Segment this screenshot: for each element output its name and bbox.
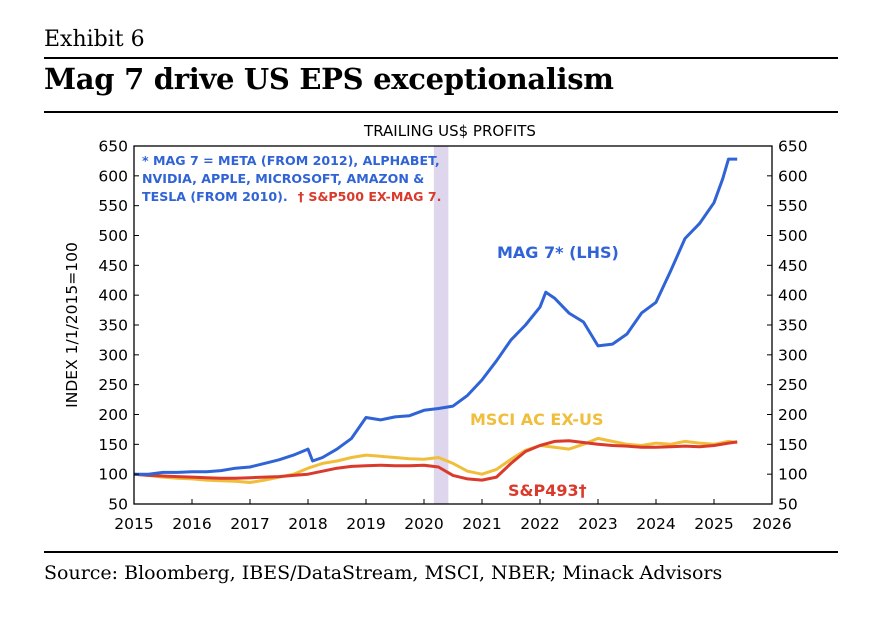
chart-title: TRAILING US$ PROFITS [363, 122, 536, 140]
y-tick-label-left: 450 [98, 257, 128, 275]
y-tick-label-right: 500 [778, 227, 808, 245]
exhibit-label: Exhibit 6 [44, 27, 145, 52]
y-tick-label-right: 350 [778, 317, 808, 335]
y-tick-label-left: 100 [98, 466, 128, 484]
y-tick-label-right: 550 [778, 197, 808, 215]
y-tick-label-left: 300 [98, 346, 128, 364]
series-line-1 [133, 436, 738, 484]
y-tick-label-left: 550 [98, 197, 128, 215]
x-tick-label: 2017 [230, 515, 269, 533]
y-tick-label-right: 400 [778, 287, 808, 305]
note-line-1: * MAG 7 = META (FROM 2012), ALPHABET, [142, 153, 440, 168]
y-tick-label-right: 250 [778, 376, 808, 394]
x-tick-label: 2021 [462, 515, 501, 533]
headline: Mag 7 drive US EPS exceptionalism [44, 62, 614, 96]
y-tick-label-left: 650 [98, 138, 128, 156]
y-tick-label-left: 50 [108, 496, 128, 514]
recession-band [433, 146, 449, 504]
x-tick-label: 2020 [404, 515, 443, 533]
y-tick-label-right: 100 [778, 466, 808, 484]
series-line-0 [134, 157, 738, 476]
y-tick-label-right: 150 [778, 436, 808, 454]
note-line-3-blue: TESLA (FROM 2010). [142, 189, 288, 204]
y-tick-label-right: 300 [778, 346, 808, 364]
y-tick-label-left: 250 [98, 376, 128, 394]
y-axis-label: INDEX 1/1/2015=100 [63, 242, 81, 408]
x-tick-label: 2016 [172, 515, 211, 533]
x-tick-label: 2025 [694, 515, 733, 533]
x-tick-label: 2022 [520, 515, 559, 533]
series-line-2 [133, 439, 738, 482]
y-tick-label-right: 450 [778, 257, 808, 275]
note-line-4-red: † S&P500 EX-MAG 7. [298, 189, 442, 204]
x-tick-label: 2023 [578, 515, 617, 533]
x-tick-label: 2026 [752, 515, 791, 533]
tick-layer: 50 50 100 100 150 150 200 200 250 250 300 300 350 350… [98, 138, 807, 534]
x-tick-label: 2018 [288, 515, 327, 533]
title-rule [44, 111, 838, 113]
y-tick-label-right: 650 [778, 138, 808, 156]
y-tick-label-right: 600 [778, 167, 808, 185]
series-layer [133, 157, 738, 484]
y-tick-label-right: 50 [778, 496, 798, 514]
x-tick-label: 2024 [636, 515, 675, 533]
y-tick-label-right: 200 [778, 406, 808, 424]
note-line-3: TESLA (FROM 2010). † S&P500 EX-MAG 7. [142, 189, 441, 204]
y-tick-label-left: 400 [98, 287, 128, 305]
series-label-mag7: MAG 7* (LHS) [497, 243, 619, 262]
series-label-msci: MSCI AC EX-US [470, 410, 604, 429]
x-tick-label: 2019 [346, 515, 385, 533]
y-tick-label-left: 500 [98, 227, 128, 245]
series-label-sp493: S&P493† [508, 481, 587, 500]
y-tick-label-left: 150 [98, 436, 128, 454]
y-tick-label-left: 600 [98, 167, 128, 185]
x-tick-label: 2015 [114, 515, 153, 533]
top-rule [44, 57, 838, 59]
source-note: Source: Bloomberg, IBES/DataStream, MSCI… [44, 562, 723, 584]
y-tick-label-left: 200 [98, 406, 128, 424]
note-line-2: NVIDIA, APPLE, MICROSOFT, AMAZON & [142, 171, 424, 186]
source-rule [44, 551, 838, 553]
y-tick-label-left: 350 [98, 317, 128, 335]
